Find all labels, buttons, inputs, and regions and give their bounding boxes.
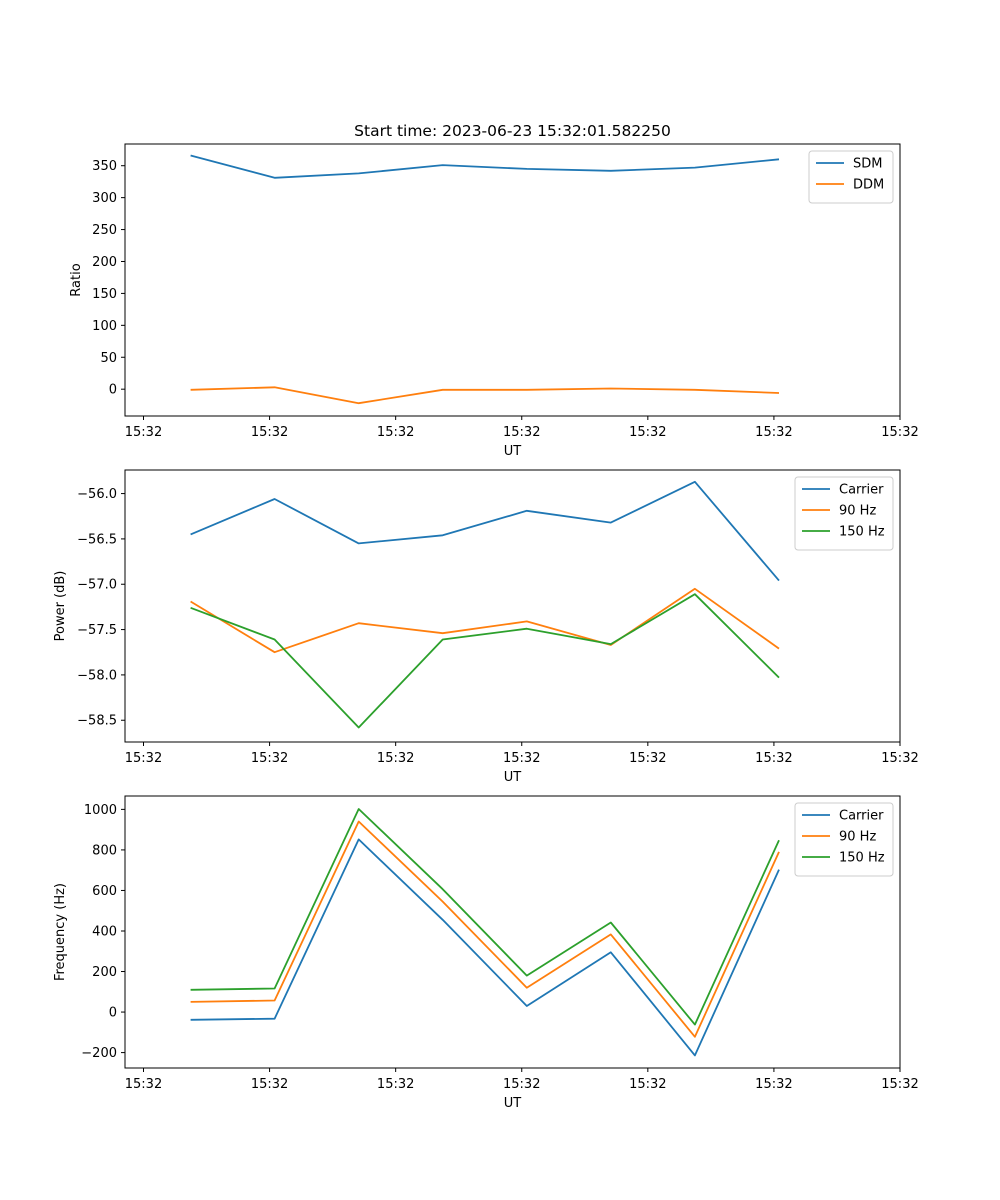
x-tick-label: 15:32 [503, 751, 540, 766]
legend-label: SDM [853, 157, 882, 172]
legend-label: 90 Hz [839, 504, 876, 519]
plot-frame [124, 795, 901, 1069]
x-tick-label: 15:32 [125, 1077, 162, 1092]
x-tick-label: 15:32 [503, 425, 540, 440]
series-line-90-hz [190, 587, 780, 654]
plot-frame [124, 469, 901, 743]
x-tick-label: 15:32 [629, 1077, 666, 1092]
y-tick-label: 100 [92, 319, 117, 334]
y-tick-label: 200 [92, 965, 117, 980]
y-tick-label: 350 [92, 159, 117, 174]
series-line-90-hz [190, 820, 780, 1038]
y-axis-label: Power (dB) [53, 571, 68, 642]
chart-panel-1: 15:32 15:32 15:32 15:32 15:32 15:32 15:32 0 50 10… [69, 122, 919, 459]
y-axis-label: Ratio [69, 263, 84, 296]
y-tick-label: −58.5 [77, 714, 117, 729]
chart-panel-3: 15:32 15:32 15:32 15:32 15:32 15:32 15:32 −200 0… [53, 795, 919, 1111]
x-tick-label: 15:32 [125, 425, 162, 440]
series-line-carrier [190, 480, 780, 582]
y-tick-label: 300 [92, 191, 117, 206]
series-line-sdm [190, 154, 780, 179]
legend-box [808, 150, 894, 204]
chart-panel-2: 15:32 15:32 15:32 15:32 15:32 15:32 15:32 −58.5… [53, 469, 919, 785]
x-tick-label: 15:32 [377, 425, 414, 440]
y-tick-label: 0 [109, 1006, 117, 1021]
chart-title: Start time: 2023-06-23 15:32:01.582250 [354, 122, 671, 140]
x-tick-label: 15:32 [755, 1077, 792, 1092]
x-tick-label: 15:32 [125, 751, 162, 766]
y-tick-label: 50 [100, 351, 117, 366]
legend-label: Carrier [839, 483, 884, 498]
legend: SDM DDM [808, 150, 894, 204]
y-tick-label: −57.0 [77, 578, 117, 593]
x-tick-label: 15:32 [881, 425, 918, 440]
legend-label: Carrier [839, 809, 884, 824]
y-tick-label: −58.0 [77, 668, 117, 683]
x-tick-label: 15:32 [629, 425, 666, 440]
y-tick-label: 0 [109, 383, 117, 398]
x-tick-label: 15:32 [503, 1077, 540, 1092]
legend-label: DDM [853, 178, 884, 193]
x-tick-label: 15:32 [755, 425, 792, 440]
series-line-ddm [190, 386, 780, 405]
x-tick-label: 15:32 [251, 1077, 288, 1092]
x-tick-label: 15:32 [629, 751, 666, 766]
x-tick-label: 15:32 [755, 751, 792, 766]
y-tick-label: −57.5 [77, 623, 117, 638]
x-axis-label: UT [504, 770, 522, 785]
legend-label: 150 Hz [839, 525, 885, 540]
y-tick-label: 1000 [84, 803, 117, 818]
y-tick-label: 800 [92, 843, 117, 858]
x-tick-label: 15:32 [377, 751, 414, 766]
legend-label: 150 Hz [839, 851, 885, 866]
legend: Carrier 90 Hz 150 Hz [794, 802, 894, 877]
y-axis-label: Frequency (Hz) [53, 883, 68, 981]
y-tick-label: −56.5 [77, 532, 117, 547]
plot-frame [124, 143, 901, 417]
series-line-150-hz [190, 808, 780, 1026]
y-tick-label: 400 [92, 924, 117, 939]
series-line-150-hz [190, 593, 780, 729]
y-tick-label: 250 [92, 223, 117, 238]
legend: Carrier 90 Hz 150 Hz [794, 476, 894, 551]
x-tick-label: 15:32 [251, 751, 288, 766]
y-tick-label: 600 [92, 884, 117, 899]
x-tick-label: 15:32 [881, 751, 918, 766]
series-line-carrier [190, 838, 780, 1057]
x-tick-label: 15:32 [251, 425, 288, 440]
x-axis-label: UT [504, 1096, 522, 1111]
x-tick-label: 15:32 [881, 1077, 918, 1092]
y-tick-label: 150 [92, 287, 117, 302]
y-tick-label: 200 [92, 255, 117, 270]
x-tick-label: 15:32 [377, 1077, 414, 1092]
legend-label: 90 Hz [839, 830, 876, 845]
y-tick-label: −200 [81, 1046, 117, 1061]
x-axis-label: UT [504, 444, 522, 459]
y-tick-label: −56.0 [77, 487, 117, 502]
